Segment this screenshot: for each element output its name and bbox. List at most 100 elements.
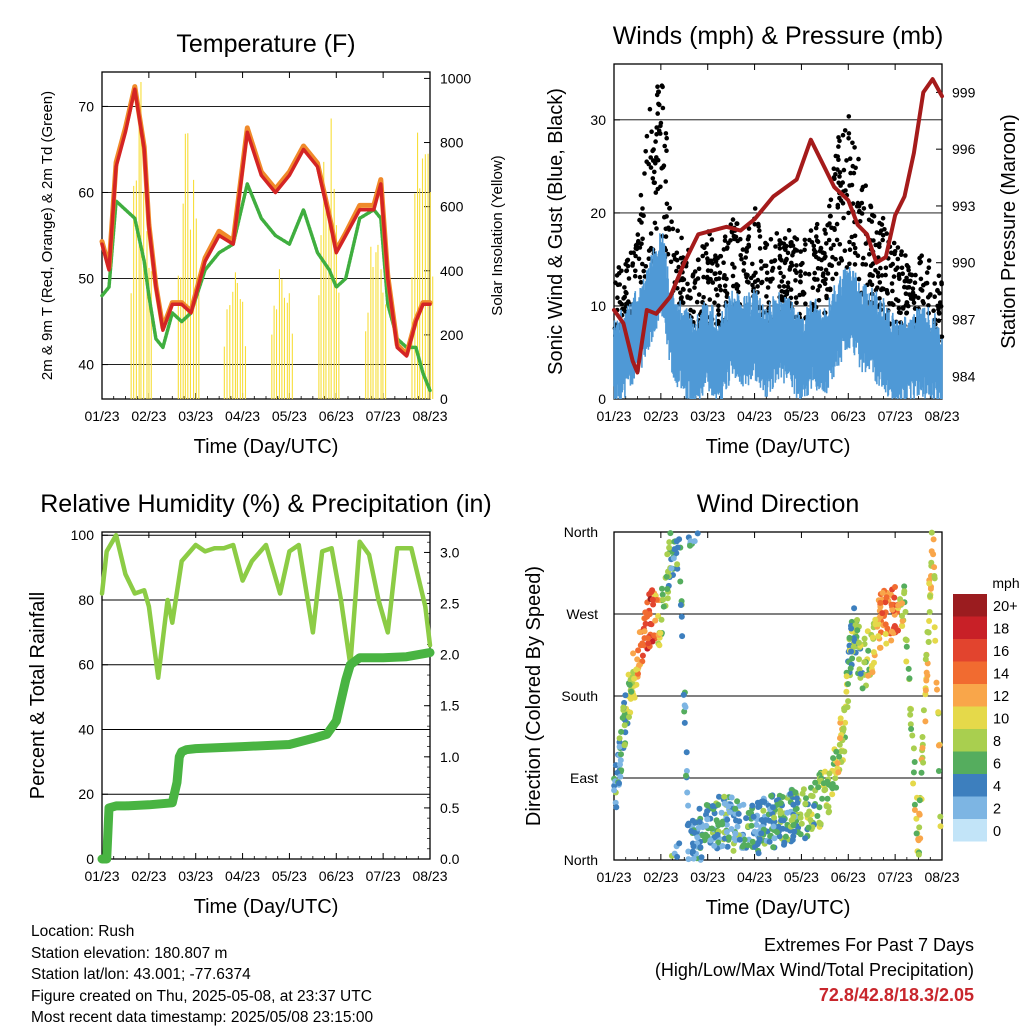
direction-point [816,819,823,826]
direction-point [937,813,944,820]
direction-point [879,589,886,596]
gust-point [797,292,802,298]
gust-point [828,213,833,219]
gust-point [613,280,618,286]
gust-point [713,271,718,276]
direction-point [920,759,927,766]
gust-point [667,227,672,232]
gust-point [646,248,652,253]
direction-point [922,718,929,725]
y-tick-label: 10 [590,298,606,314]
gust-point [707,297,713,302]
direction-point [771,835,778,842]
gust-point [646,256,652,262]
y-axis-label: Direction (Colored By Speed) [523,566,545,826]
gust-point [700,244,705,249]
direction-point [725,834,732,841]
gust-point [859,200,865,206]
direction-point [850,643,857,650]
gust-point [700,253,705,259]
gust-point [837,195,842,201]
direction-point [728,826,735,832]
direction-point [707,837,714,844]
gust-point [674,268,679,274]
gust-point [655,157,661,163]
gust-point [807,237,812,243]
gust-point [827,262,833,267]
gust-point [653,190,659,195]
direction-point [732,805,739,812]
gust-point [717,270,723,276]
gust-point [653,161,658,166]
direction-point [793,795,800,802]
gust-point [827,203,832,209]
direction-point [787,790,794,797]
direction-point [907,711,914,718]
gust-point [685,281,690,287]
direction-point [902,608,909,615]
direction-point [771,814,778,821]
gust-point [655,111,660,116]
gust-point [803,301,808,307]
direction-point [903,643,910,650]
gust-point [734,286,740,291]
direction-point [792,806,799,813]
direction-point [719,821,726,828]
gust-point [818,246,824,251]
gust-point [632,273,638,279]
gust-point [822,227,827,233]
direction-point [723,821,730,828]
gust-point [918,259,923,265]
direction-point [907,706,914,713]
gust-point [751,286,756,291]
gust-point [777,253,783,259]
gust-point [764,294,769,299]
x-tick-label: 07/23 [366,868,401,884]
gust-point [803,242,808,247]
gust-point [913,272,918,278]
gust-point [840,201,846,206]
legend-label: 6 [993,757,1001,773]
direction-point [916,824,923,831]
direction-point [649,596,656,603]
gust-point [837,242,843,247]
direction-point [674,561,681,568]
gust-point [875,270,881,276]
direction-point [664,595,671,602]
direction-point [931,624,938,631]
direction-point [919,734,926,740]
direction-point [761,799,768,805]
gust-point [890,288,895,294]
direction-point [685,848,692,855]
gust-point [841,167,847,173]
gust-point [879,273,885,278]
y-right-tick-label: 993 [952,198,976,214]
gust-point [883,272,888,278]
direction-point [846,634,853,641]
legend-swatch [953,774,987,797]
gust-point [687,288,692,293]
gust-point [812,251,817,257]
direction-point [755,839,762,846]
gust-point [781,274,786,280]
gust-point [739,256,744,262]
gust-point [919,288,925,293]
gust-point [777,242,782,247]
y-tick-label: 20 [590,205,606,221]
gust-point [868,204,874,210]
direction-point [714,831,721,838]
gust-point [752,222,758,227]
gust-point [931,308,936,314]
gust-point [841,215,846,221]
gust-point [658,120,664,126]
gust-point [832,227,837,232]
gust-point [892,251,897,257]
gust-point [823,231,828,236]
gust-point [863,183,868,188]
direction-point [835,769,842,776]
x-tick-label: 05/23 [784,869,819,885]
direction-point [905,665,912,672]
gust-point [713,287,719,292]
gust-point [875,285,880,291]
precip-line [97,648,435,864]
